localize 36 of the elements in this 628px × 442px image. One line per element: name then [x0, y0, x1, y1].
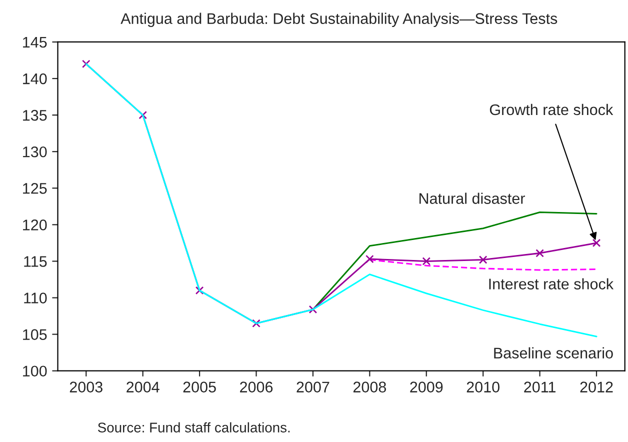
- y-tick-label: 120: [23, 220, 47, 230]
- y-tick-label: 145: [23, 37, 47, 48]
- y-tick-label: 135: [23, 110, 47, 121]
- y-tick-label: 130: [23, 146, 47, 158]
- text: Growth rate shock: [490, 104, 614, 116]
- x-tick-label: 2008: [353, 382, 386, 392]
- x-tick-label: 2006: [240, 382, 273, 392]
- x-tick-label: 2011: [524, 382, 556, 392]
- point: [252, 319, 260, 328]
- x-tick-label: 2012: [580, 382, 613, 392]
- y-tick-label: 110: [24, 292, 47, 304]
- x-tick-label: 2009: [410, 382, 443, 392]
- point: [592, 238, 601, 248]
- y-tick-label: 140: [23, 73, 47, 84]
- x-tick-label: 2005: [183, 382, 216, 392]
- point: [308, 305, 318, 314]
- y-tick-label: 100: [23, 366, 47, 377]
- x-tick-label: 2003: [70, 382, 102, 392]
- point: [478, 256, 488, 264]
- series-label: Interest rate shock: [489, 278, 614, 290]
- chart-title: Antigua and Barbuda: Debt Sustainability Analysis—Stress Tests: [120, 12, 558, 28]
- source-note: Source: Fund staff calculations.: [98, 422, 290, 432]
- y-tick-label: 115: [24, 256, 47, 267]
- point: [422, 257, 431, 266]
- x-tick-label: 2007: [296, 382, 330, 392]
- point: [138, 110, 148, 120]
- line-series: [368, 258, 598, 271]
- x-tick-label: 2010: [466, 382, 500, 392]
- y-tick-label: 125: [23, 183, 47, 194]
- x-tick-label: 2004: [126, 382, 160, 392]
- point: [195, 286, 204, 295]
- series-label: Baseline scenario: [494, 347, 613, 358]
- y-tick-label: 105: [23, 329, 47, 340]
- point: [536, 249, 544, 258]
- point: [366, 254, 374, 264]
- series-label: Natural disaster: [420, 192, 525, 204]
